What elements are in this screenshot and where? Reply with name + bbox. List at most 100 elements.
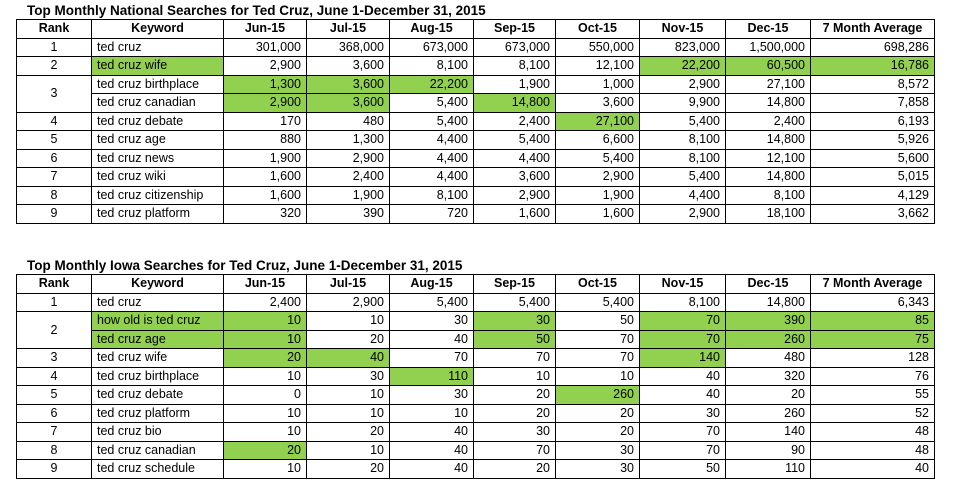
column-header: 7 Month Average	[810, 274, 935, 294]
column-header: Nov-15	[639, 19, 726, 39]
value-cell: 20	[473, 403, 556, 423]
header-row: Rank Keyword Jun-15 Jul-15 Aug-15 Sep-15 Oct-1…	[16, 19, 935, 39]
column-header: Oct-15	[555, 274, 640, 294]
value-cell: 2,900	[555, 167, 640, 187]
value-cell: 70	[639, 440, 726, 460]
value-cell: 140	[639, 348, 726, 368]
column-header: Oct-15	[555, 19, 640, 39]
value-cell: 320	[725, 366, 811, 386]
value-cell: 5,400	[555, 148, 640, 168]
value-cell: 20	[473, 385, 556, 405]
value-cell: 10	[223, 459, 307, 479]
value-cell: 9,900	[639, 93, 726, 113]
value-cell: 70	[555, 348, 640, 368]
average-cell: 5,926	[810, 130, 935, 150]
value-cell: 2,900	[223, 56, 307, 76]
value-cell: 320	[223, 204, 307, 224]
value-cell: 8,100	[639, 130, 726, 150]
table-row: 5 ted cruz debate 0 10 30 20 260 40 20 55	[16, 385, 935, 405]
value-cell: 823,000	[639, 37, 726, 57]
value-cell: 1,900	[306, 185, 390, 205]
value-cell: 40	[639, 385, 726, 405]
value-cell: 14,800	[725, 167, 811, 187]
value-cell: 14,800	[725, 93, 811, 113]
table-row: 6 ted cruz news 1,900 2,900 4,400 4,400 5,400 8…	[16, 148, 935, 168]
value-cell: 14,800	[725, 130, 811, 150]
national-table-title: Top Monthly National Searches for Ted Cr…	[27, 3, 486, 18]
value-cell: 6,600	[555, 130, 640, 150]
value-cell: 4,400	[639, 185, 726, 205]
keyword-cell: ted cruz platform	[91, 204, 224, 224]
value-cell: 22,200	[389, 74, 474, 94]
table-row: ted cruz canadian 2,900 3,600 5,400 14,800 3,…	[17, 93, 935, 113]
keyword-cell: ted cruz canadian	[91, 93, 224, 113]
table-row: 2 how old is ted cruz 10 10 30 30 50 70 390 85	[16, 311, 935, 349]
table-row: 8 ted cruz canadian 20 10 40 70 30 70 90 48	[16, 440, 935, 460]
value-cell: 20	[306, 329, 390, 349]
table-row: 9 ted cruz schedule 10 20 40 20 30 50 110 40	[16, 459, 935, 479]
rank-cell: 6	[16, 403, 92, 423]
average-cell: 40	[810, 459, 935, 479]
value-cell: 2,900	[306, 292, 390, 312]
value-cell: 1,900	[223, 148, 307, 168]
keyword-cell: ted cruz platform	[91, 403, 224, 423]
column-header: Rank	[16, 19, 92, 39]
iowa-table-title: Top Monthly Iowa Searches for Ted Cruz, …	[27, 258, 463, 273]
value-cell: 5,400	[639, 111, 726, 131]
value-cell: 27,100	[555, 111, 640, 131]
keyword-cell: ted cruz birthplace	[91, 366, 224, 386]
value-cell: 1,500,000	[725, 37, 811, 57]
value-cell: 110	[389, 366, 474, 386]
table-row: 9 ted cruz platform 320 390 720 1,600 1,600 2,9…	[16, 204, 935, 224]
keyword-cell: ted cruz wife	[91, 348, 224, 368]
value-cell: 70	[639, 422, 726, 442]
value-cell: 50	[555, 311, 640, 331]
rank-cell: 4	[16, 111, 92, 131]
table-row: 5 ted cruz age 880 1,300 4,400 5,400 6,600 8,10…	[16, 130, 935, 150]
column-header: Aug-15	[389, 19, 474, 39]
table-row: 3 ted cruz birthplace 1,300 3,600 22,200 1,90…	[16, 74, 935, 113]
rank-cell: 5	[16, 385, 92, 405]
average-cell: 4,129	[810, 185, 935, 205]
value-cell: 70	[389, 348, 474, 368]
rank-cell: 3	[16, 348, 92, 368]
rank-cell: 7	[16, 422, 92, 442]
value-cell: 673,000	[389, 37, 474, 57]
column-header: Keyword	[91, 19, 224, 39]
value-cell: 20	[306, 459, 390, 479]
value-cell: 20	[555, 422, 640, 442]
value-cell: 5,400	[389, 111, 474, 131]
value-cell: 4,400	[473, 148, 556, 168]
value-cell: 1,600	[223, 167, 307, 187]
average-cell: 76	[810, 366, 935, 386]
rank-cell: 8	[16, 185, 92, 205]
value-cell: 0	[223, 385, 307, 405]
value-cell: 10	[223, 366, 307, 386]
value-cell: 8,100	[473, 56, 556, 76]
table-row: 1 ted cruz 2,400 2,900 5,400 5,400 5,400 8,100 1…	[16, 292, 935, 312]
rank-cell: 9	[16, 204, 92, 224]
iowa-searches-table: Rank Keyword Jun-15 Jul-15 Aug-15 Sep-15 Oct-1…	[16, 274, 935, 479]
value-cell: 30	[306, 366, 390, 386]
value-cell: 5,400	[639, 167, 726, 187]
average-cell: 6,193	[810, 111, 935, 131]
column-header: 7 Month Average	[810, 19, 935, 39]
value-cell: 480	[306, 111, 390, 131]
average-cell: 48	[810, 422, 935, 442]
value-cell: 5,400	[389, 292, 474, 312]
table-row: 8 ted cruz citizenship 1,600 1,900 8,100 2,90…	[16, 185, 935, 205]
value-cell: 1,900	[555, 185, 640, 205]
average-cell: 5,015	[810, 167, 935, 187]
value-cell: 5,400	[473, 292, 556, 312]
value-cell: 10	[223, 422, 307, 442]
value-cell: 70	[639, 311, 726, 331]
rank-cell: 3	[16, 74, 92, 113]
value-cell: 14,800	[473, 93, 556, 113]
average-cell: 6,343	[810, 292, 935, 312]
rank-cell: 8	[16, 440, 92, 460]
keyword-cell: ted cruz	[91, 37, 224, 57]
average-cell: 52	[810, 403, 935, 423]
average-cell: 128	[810, 348, 935, 368]
value-cell: 10	[555, 366, 640, 386]
keyword-cell: ted cruz citizenship	[91, 185, 224, 205]
